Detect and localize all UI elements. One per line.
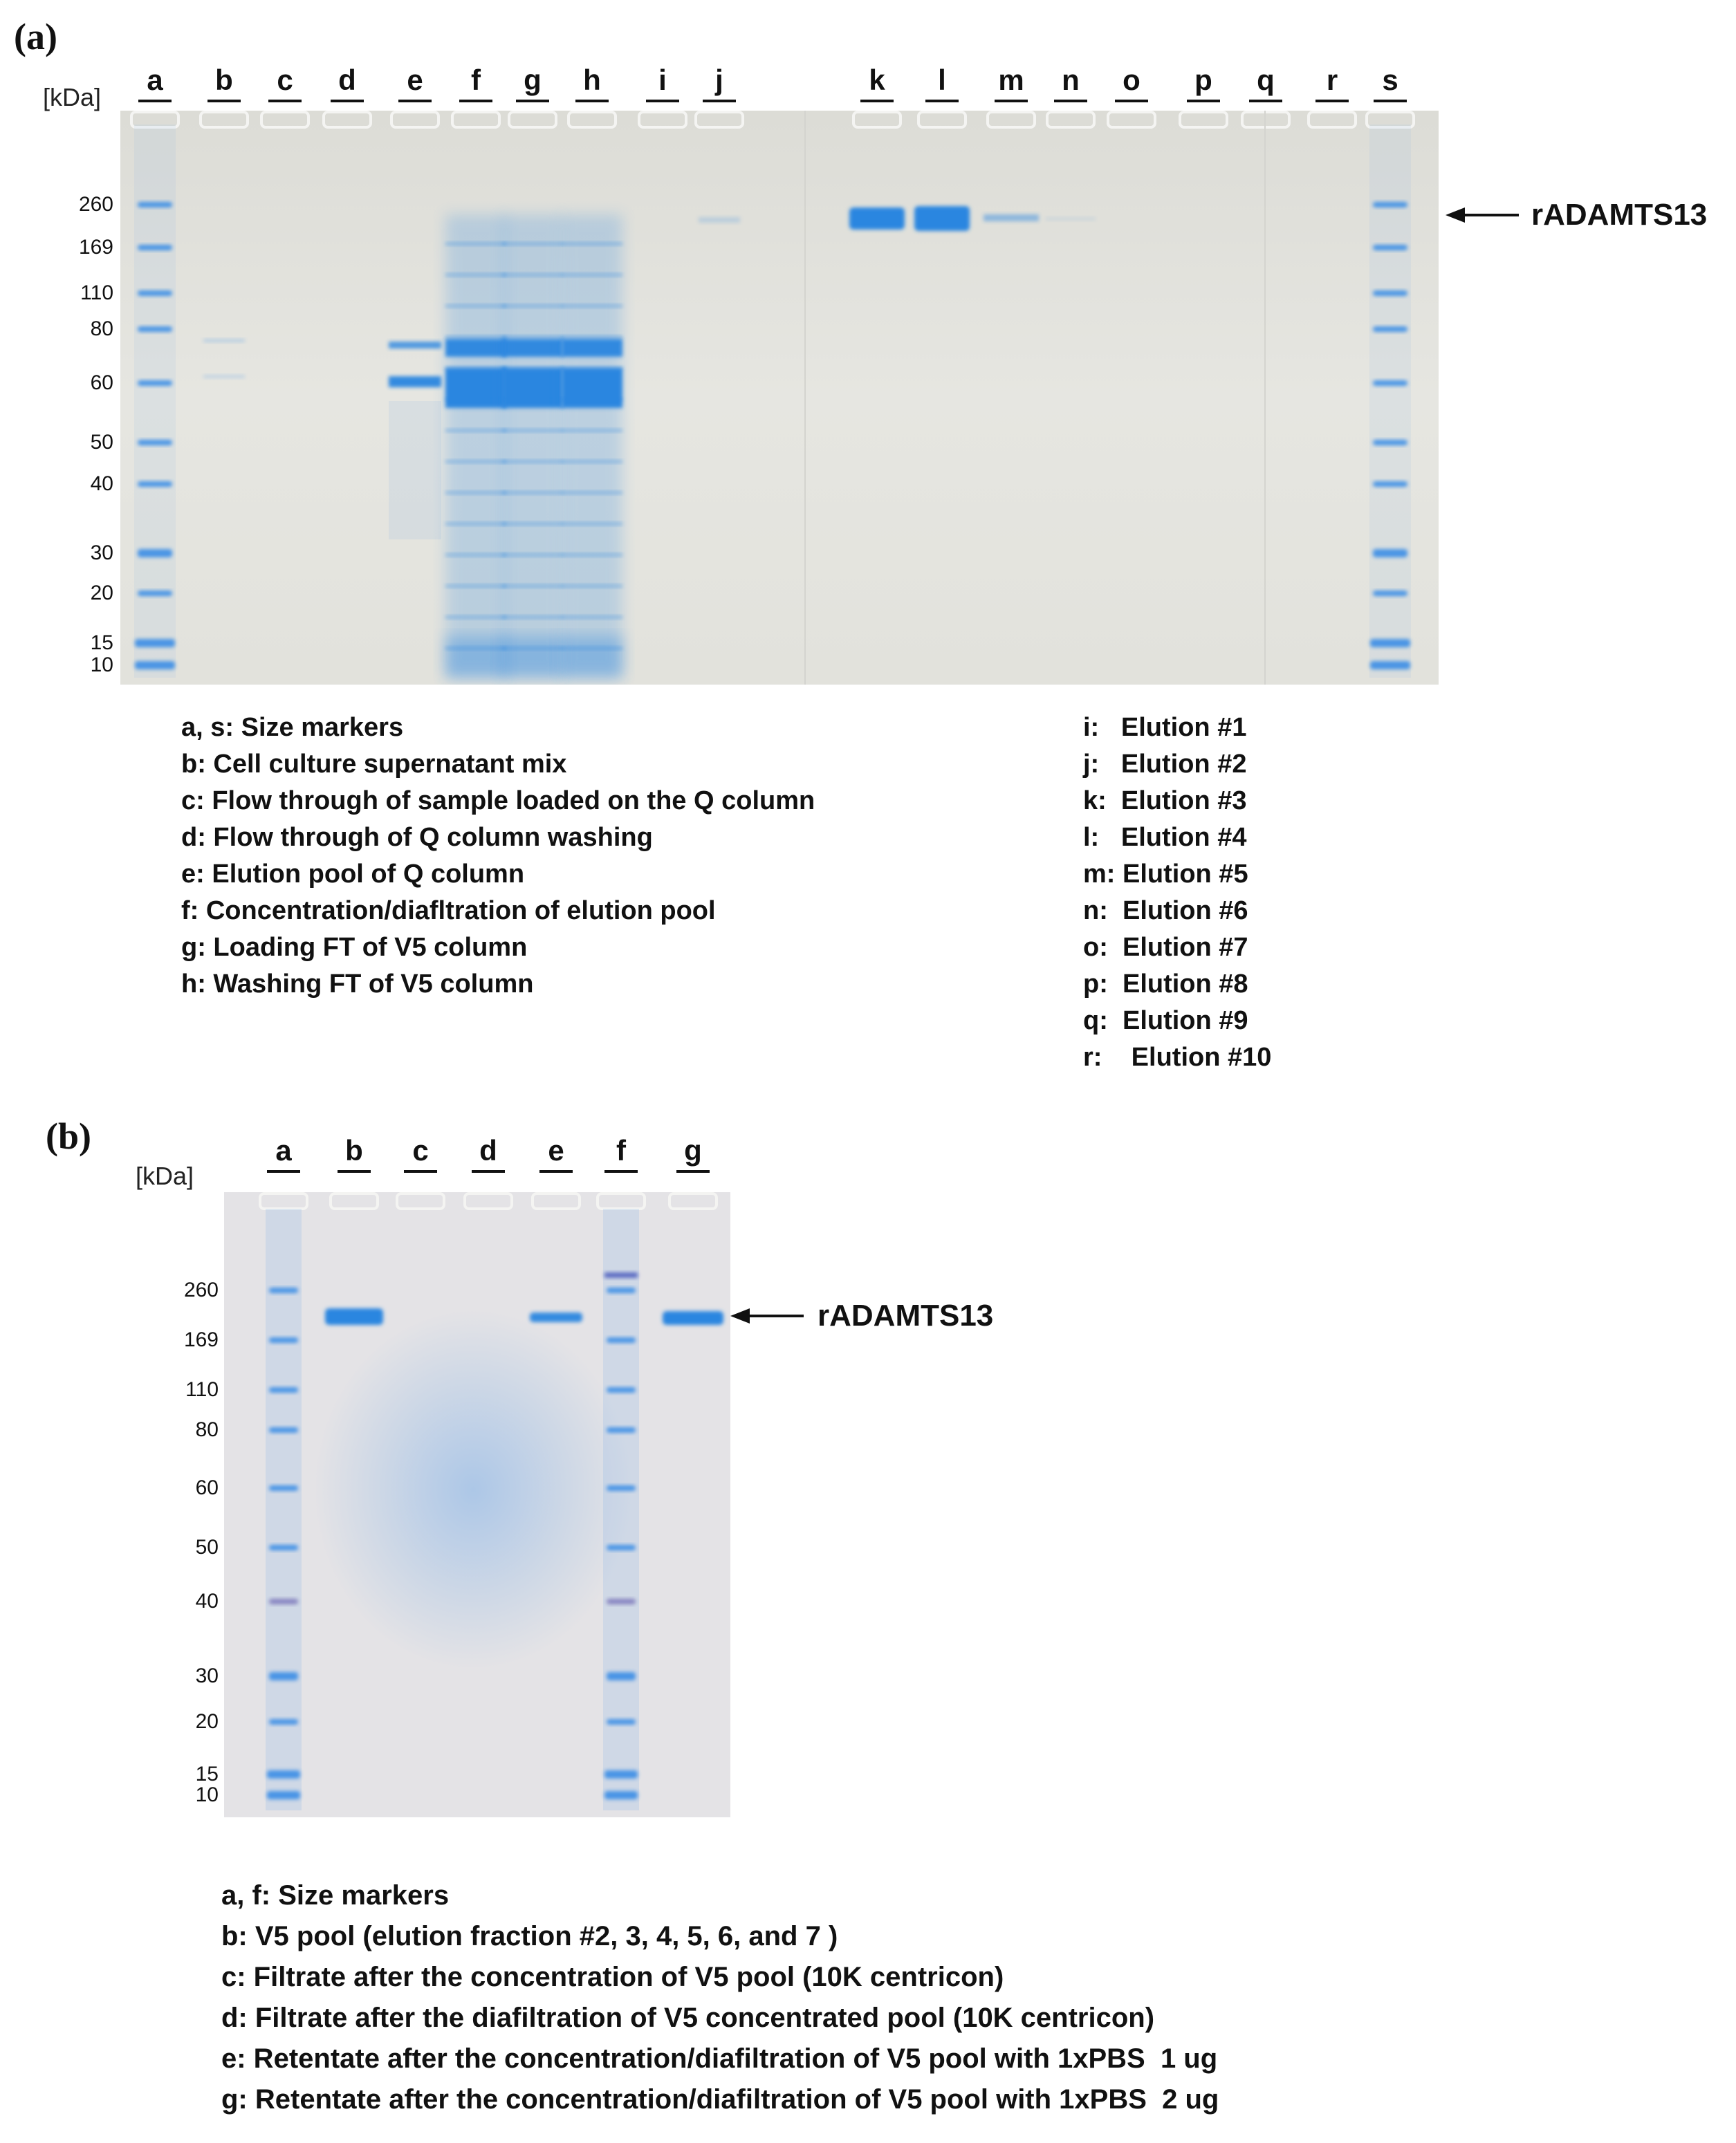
panel-b-label: (b) [46,1115,91,1157]
panel-b-marker-label-40: 40 [195,1590,219,1613]
panel-a-legend-item: m: Elution #5 [1083,860,1248,889]
panel-a-marker-label-40: 40 [90,472,113,495]
panel-b-lane-label-e: e [539,1134,573,1173]
panel-a-label: (a) [14,16,57,57]
panel-a-legend-item: d: Flow through of Q column washing [181,823,653,852]
panel-a-marker-label-30: 30 [90,541,113,564]
panel-a-legend-item: k: Elution #3 [1083,786,1247,815]
panel-a-marker-label-20: 20 [90,582,113,604]
panel-a-legend-item: j: Elution #2 [1083,750,1247,779]
panel-a-lane-label-e: e [398,64,432,102]
panel-b-marker-label-50: 50 [195,1536,219,1559]
panel-a-kda-label: [kDa] [43,83,102,111]
panel-a-legend-right: i: Elution #1 j: Elution #2 k: Elution #3 l… [1083,709,1271,1076]
panel-a-marker-labels: 260 169 110 80 60 50 40 30 20 15 10 [30,0,120,692]
panel-b-lane-label-d: d [472,1134,505,1173]
panel-b-lane-label-a: a [267,1134,300,1173]
panel-b-lane-label-b: b [338,1134,371,1173]
panel-a-marker-label-260: 260 [78,193,113,216]
panel-b-rADAMTS13-text: rADAMTS13 [818,1299,994,1333]
panel-a-lane-label-i: i [646,64,679,102]
panel-a-marker-label-10: 10 [90,653,113,676]
panel-a-legend-item: e: Elution pool of Q column [181,860,525,889]
panel-a-legend-item: b: Cell culture supernatant mix [181,750,567,779]
panel-a-lane-label-l: l [925,64,959,102]
panel-b-lane-label-f: f [604,1134,638,1173]
panel-a-legend-item: h: Washing FT of V5 column [181,970,534,999]
panel-a-marker-label-80: 80 [90,317,113,340]
panel-a-gel-image [120,111,1439,685]
panel-b-marker-label-169: 169 [183,1328,219,1351]
panel-a-rADAMTS13-text: rADAMTS13 [1531,198,1708,232]
panel-a-lane-label-n: n [1054,64,1087,102]
panel-a-lane-label-o: o [1115,64,1148,102]
panel-a-lane-label-f: f [459,64,492,102]
panel-b-marker-label-15: 15 [195,1763,219,1785]
panel-b-marker-label-10: 10 [195,1783,219,1806]
panel-b-legend: a, f: Size markers b: V5 pool (elution fr… [221,1875,1219,2120]
panel-a-lane-label-r: r [1315,64,1349,102]
panel-a-marker-label-169: 169 [78,236,113,259]
panel-a-legend-item: i: Elution #1 [1083,713,1247,742]
panel-b-arrow-label: rADAMTS13 [730,1299,993,1333]
panel-b-legend-item: g: Retentate after the concentration/dia… [221,2084,1219,2115]
panel-a-lane-label-q: q [1249,64,1282,102]
panel-a-marker-label-15: 15 [90,631,113,654]
panel-a-marker-label-50: 50 [90,431,113,454]
panel-b-lane-label-g: g [676,1134,710,1173]
panel-a-marker-label-60: 60 [90,371,113,394]
panel-a-lane-label-b: b [207,64,241,102]
panel-a-legend-item: q: Elution #9 [1083,1006,1248,1035]
panel-b-marker-label-20: 20 [195,1710,219,1733]
panel-a-lane-label-a: a [138,64,172,102]
panel-a-marker-label-110: 110 [80,281,113,304]
panel-a-lane-label-h: h [575,64,609,102]
panel-a-lane-label-j: j [703,64,736,102]
panel-b-marker-label-260: 260 [183,1279,219,1301]
panel-a-lane-label-g: g [516,64,549,102]
panel-b-marker-label-60: 60 [195,1476,219,1499]
panel-a-legend-item: p: Elution #8 [1083,970,1248,999]
panel-a-legend-item: a, s: Size markers [181,713,404,742]
panel-a-legend-item: f: Concentration/diafltration of elution… [181,896,716,925]
panel-b-legend-item: e: Retentate after the concentration/dia… [221,2043,1218,2074]
panel-b-legend-item: a, f: Size markers [221,1880,450,1911]
panel-b-legend-item: d: Filtrate after the diafiltration of V… [221,2003,1155,2033]
panel-a-lane-label-p: p [1187,64,1220,102]
panel-b-marker-labels: 260 169 110 80 60 50 40 30 20 15 10 [136,0,225,2143]
panel-b-legend-item: c: Filtrate after the concentration of V… [221,1962,1004,1992]
panel-b-marker-label-80: 80 [195,1418,219,1441]
panel-a-legend-item: r: Elution #10 [1083,1043,1272,1072]
panel-b-kda-label: [kDa] [136,1162,194,1190]
panel-a-legend-item: l: Elution #4 [1083,823,1247,852]
panel-b-marker-label-110: 110 [185,1378,219,1401]
left-arrow-icon [730,1308,804,1324]
panel-a-legend-item: g: Loading FT of V5 column [181,933,528,962]
panel-a-lane-label-m: m [995,64,1028,102]
panel-b-lane-label-c: c [404,1134,437,1173]
panel-a-legend-left: a, s: Size markers b: Cell culture supern… [181,709,815,1003]
panel-a-lane-label-c: c [268,64,302,102]
panel-a-legend-item: n: Elution #6 [1083,896,1248,925]
panel-a-lane-label-s: s [1374,64,1407,102]
panel-a-arrow-label: rADAMTS13 [1446,198,1707,232]
panel-b-marker-label-30: 30 [195,1664,219,1687]
panel-a-lane-label-d: d [331,64,364,102]
panel-a-legend-item: c: Flow through of sample loaded on the … [181,786,815,815]
panel-b-legend-item: b: V5 pool (elution fraction #2, 3, 4, 5… [221,1921,838,1951]
panel-a-lane-label-k: k [860,64,894,102]
panel-b-gel-image [224,1192,730,1817]
panel-a-legend-item: o: Elution #7 [1083,933,1248,962]
left-arrow-icon [1446,207,1519,223]
